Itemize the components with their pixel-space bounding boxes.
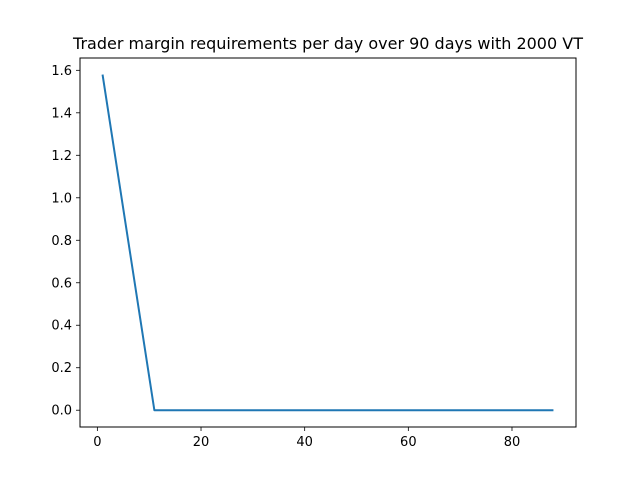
series-layer xyxy=(101,74,554,412)
x-tick-label: 80 xyxy=(504,435,521,450)
y-tick-label: 0.4 xyxy=(51,319,72,334)
y-tick-label: 1.4 xyxy=(51,106,72,121)
x-axis-ticks: 0 20 40 60 80 xyxy=(93,427,520,450)
y-tick-label: 1.2 xyxy=(51,149,72,164)
y-tick-label: 0.8 xyxy=(51,234,72,249)
x-tick-label: 20 xyxy=(193,435,210,450)
x-tick-label: 60 xyxy=(400,435,417,450)
y-tick-label: 0.0 xyxy=(51,404,72,419)
chart-title: Trader margin requirements per day over … xyxy=(72,34,583,53)
x-tick-label: 0 xyxy=(93,435,101,450)
series-line xyxy=(101,74,554,412)
y-tick-label: 1.6 xyxy=(51,64,72,79)
plot-area-frame xyxy=(79,57,577,428)
y-tick-label: 0.2 xyxy=(51,361,72,376)
y-tick-label: 1.0 xyxy=(51,191,72,206)
y-tick-label: 0.6 xyxy=(51,276,72,291)
y-axis-ticks: 0.0 0.2 0.4 0.6 0.8 1.0 1.2 1.4 1.6 xyxy=(51,64,80,419)
x-tick-label: 40 xyxy=(296,435,313,450)
